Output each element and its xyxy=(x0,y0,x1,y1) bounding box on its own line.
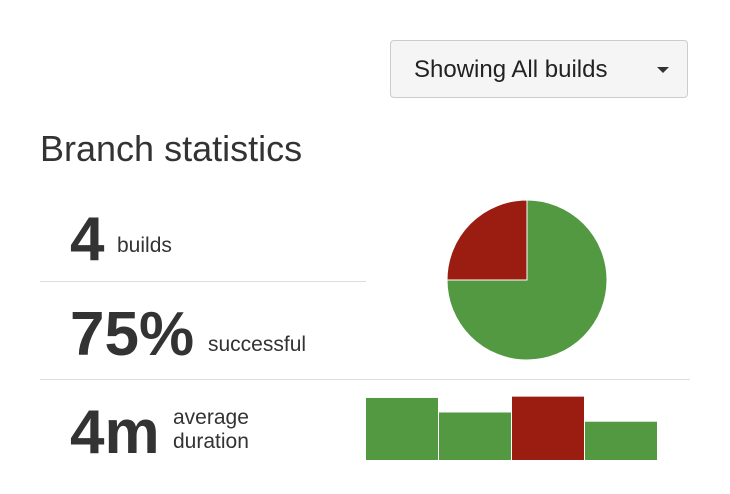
stat-label-line: duration xyxy=(173,430,249,453)
stat-label-line: average xyxy=(173,406,249,429)
pie-slice xyxy=(446,199,528,281)
stat-number: 4 xyxy=(70,205,105,274)
stat-label: builds xyxy=(117,234,172,257)
divider xyxy=(40,379,690,380)
duration-bar xyxy=(585,421,657,460)
stat-number: 75% xyxy=(70,300,195,369)
stat-number: 4m xyxy=(70,398,160,467)
filter-dropdown[interactable]: Showing All builds xyxy=(390,40,688,98)
dropdown-caret[interactable] xyxy=(657,67,669,73)
stat-label: successful xyxy=(208,333,307,356)
section-heading: Branch statistics xyxy=(40,128,303,169)
divider xyxy=(40,281,366,282)
duration-bar xyxy=(439,412,511,460)
duration-bar xyxy=(512,396,584,460)
stat-label: average duration xyxy=(173,406,249,454)
duration-bar xyxy=(366,397,438,460)
filter-label[interactable]: Showing All builds xyxy=(414,56,608,83)
